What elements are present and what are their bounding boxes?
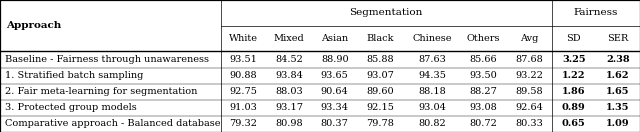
Text: 1. Stratified batch sampling: 1. Stratified batch sampling — [5, 71, 143, 80]
Text: 88.90: 88.90 — [321, 55, 349, 64]
Text: 2.38: 2.38 — [606, 55, 630, 64]
Text: 1.22: 1.22 — [562, 71, 586, 80]
Text: 88.18: 88.18 — [418, 87, 445, 96]
Text: Segmentation: Segmentation — [349, 8, 423, 17]
Text: 93.51: 93.51 — [230, 55, 257, 64]
Text: 0.65: 0.65 — [562, 119, 586, 128]
Text: 2. Fair meta-learning for segmentation: 2. Fair meta-learning for segmentation — [5, 87, 198, 96]
Text: 80.98: 80.98 — [275, 119, 303, 128]
Text: 3. Protected group models: 3. Protected group models — [5, 103, 137, 112]
Text: 91.03: 91.03 — [230, 103, 257, 112]
Text: 93.65: 93.65 — [321, 71, 349, 80]
Text: 88.03: 88.03 — [275, 87, 303, 96]
Text: Fairness: Fairness — [573, 8, 618, 17]
Text: 79.78: 79.78 — [366, 119, 394, 128]
Text: 1.35: 1.35 — [606, 103, 630, 112]
Text: 90.64: 90.64 — [321, 87, 349, 96]
Text: Approach: Approach — [6, 21, 61, 30]
Text: 93.50: 93.50 — [469, 71, 497, 80]
Text: 80.33: 80.33 — [515, 119, 543, 128]
Text: Black: Black — [367, 34, 394, 43]
Text: 88.27: 88.27 — [469, 87, 497, 96]
Text: 80.72: 80.72 — [469, 119, 497, 128]
Text: White: White — [229, 34, 258, 43]
Text: 1.62: 1.62 — [606, 71, 630, 80]
Text: Avg: Avg — [520, 34, 538, 43]
Text: 93.22: 93.22 — [515, 71, 543, 80]
Text: 92.15: 92.15 — [366, 103, 394, 112]
Text: 92.75: 92.75 — [230, 87, 257, 96]
Text: 93.04: 93.04 — [418, 103, 445, 112]
Text: 85.66: 85.66 — [470, 55, 497, 64]
Text: SD: SD — [566, 34, 581, 43]
Text: 80.37: 80.37 — [321, 119, 349, 128]
Text: Comparative approach - Balanced database: Comparative approach - Balanced database — [5, 119, 221, 128]
Text: Others: Others — [467, 34, 500, 43]
Text: 0.89: 0.89 — [562, 103, 586, 112]
Text: 93.08: 93.08 — [469, 103, 497, 112]
Text: 3.25: 3.25 — [562, 55, 586, 64]
Text: 89.58: 89.58 — [515, 87, 543, 96]
Text: 93.84: 93.84 — [275, 71, 303, 80]
Text: Chinese: Chinese — [412, 34, 452, 43]
Text: 93.07: 93.07 — [366, 71, 394, 80]
Text: Asian: Asian — [321, 34, 348, 43]
Text: Mixed: Mixed — [274, 34, 305, 43]
Text: 85.88: 85.88 — [367, 55, 394, 64]
Text: SER: SER — [607, 34, 628, 43]
Text: 93.34: 93.34 — [321, 103, 349, 112]
Text: 84.52: 84.52 — [275, 55, 303, 64]
Text: 94.35: 94.35 — [418, 71, 445, 80]
Text: 89.60: 89.60 — [367, 87, 394, 96]
Text: 1.86: 1.86 — [562, 87, 586, 96]
Text: 1.09: 1.09 — [606, 119, 630, 128]
Text: 87.68: 87.68 — [515, 55, 543, 64]
Text: 79.32: 79.32 — [230, 119, 257, 128]
Text: 80.82: 80.82 — [418, 119, 445, 128]
Text: 92.64: 92.64 — [515, 103, 543, 112]
Text: 90.88: 90.88 — [230, 71, 257, 80]
Text: 87.63: 87.63 — [418, 55, 445, 64]
Text: Baseline - Fairness through unawareness: Baseline - Fairness through unawareness — [5, 55, 209, 64]
Text: 93.17: 93.17 — [275, 103, 303, 112]
Text: 1.65: 1.65 — [606, 87, 630, 96]
